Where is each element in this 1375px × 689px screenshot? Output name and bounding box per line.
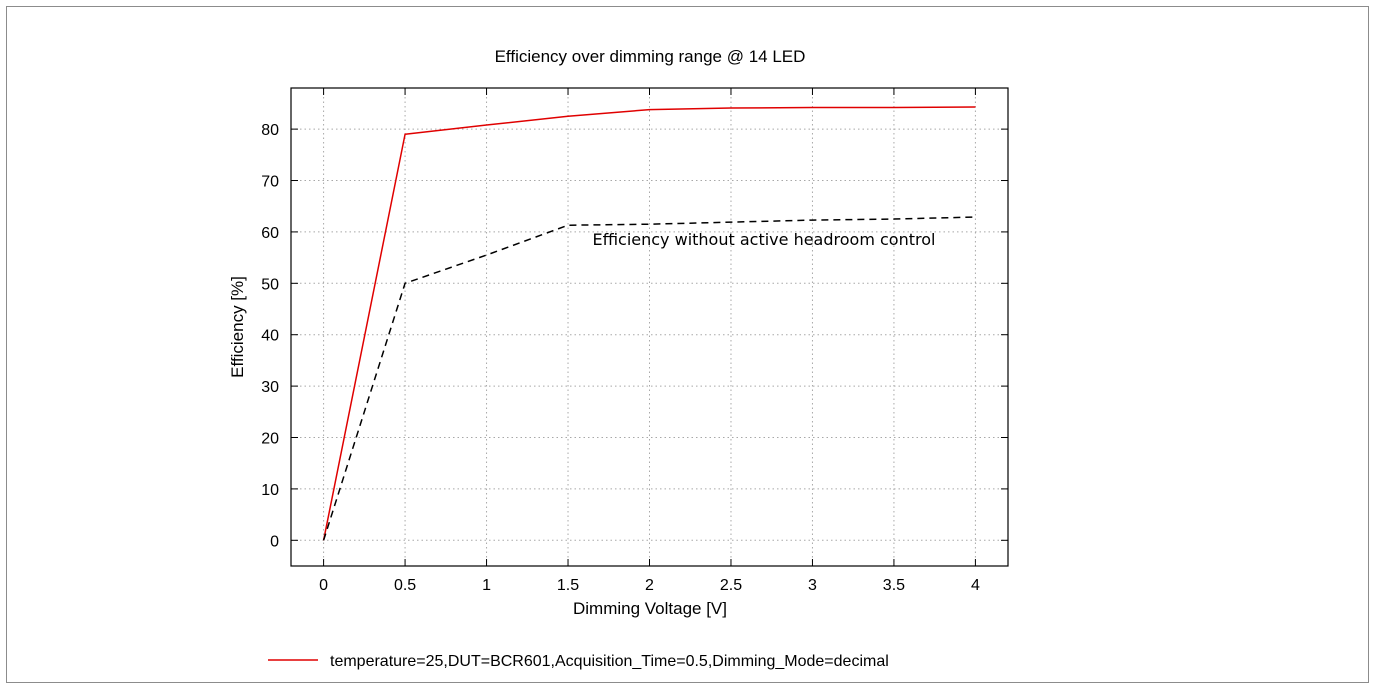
grid-lines: [291, 88, 1008, 566]
x-tick-label: 2.5: [720, 577, 742, 594]
x-tick-label: 2: [645, 577, 654, 594]
x-tick-label: 0.5: [394, 577, 416, 594]
y-tick-label: 80: [261, 122, 279, 139]
y-tick-label: 10: [261, 482, 279, 499]
y-tick-label: 0: [270, 533, 279, 550]
x-tick-label: 0: [319, 577, 328, 594]
x-tick-label: 3: [808, 577, 817, 594]
annotation-no-headroom-control: Efficiency without active headroom contr…: [592, 230, 935, 249]
legend-label: temperature=25,DUT=BCR601,Acquisition_Ti…: [330, 653, 889, 670]
axis-ticks: [291, 88, 1008, 566]
chart-title: Efficiency over dimming range @ 14 LED: [495, 47, 806, 66]
x-axis-label: Dimming Voltage [V]: [573, 599, 727, 618]
y-tick-label: 50: [261, 276, 279, 293]
y-tick-label: 20: [261, 431, 279, 448]
x-tick-label: 1: [482, 577, 491, 594]
y-axis-label: Efficiency [%]: [228, 276, 247, 378]
chart-frame: [6, 6, 1369, 683]
x-tick-label: 3.5: [883, 577, 905, 594]
y-tick-label: 40: [261, 328, 279, 345]
series-no-headroom-control-line: [322, 216, 976, 541]
series-lines: [322, 106, 976, 541]
x-tick-label: 1.5: [557, 577, 579, 594]
x-tick-label: 4: [971, 577, 980, 594]
y-tick-label: 30: [261, 379, 279, 396]
y-tick-label: 70: [261, 174, 279, 191]
y-tick-label: 60: [261, 225, 279, 242]
